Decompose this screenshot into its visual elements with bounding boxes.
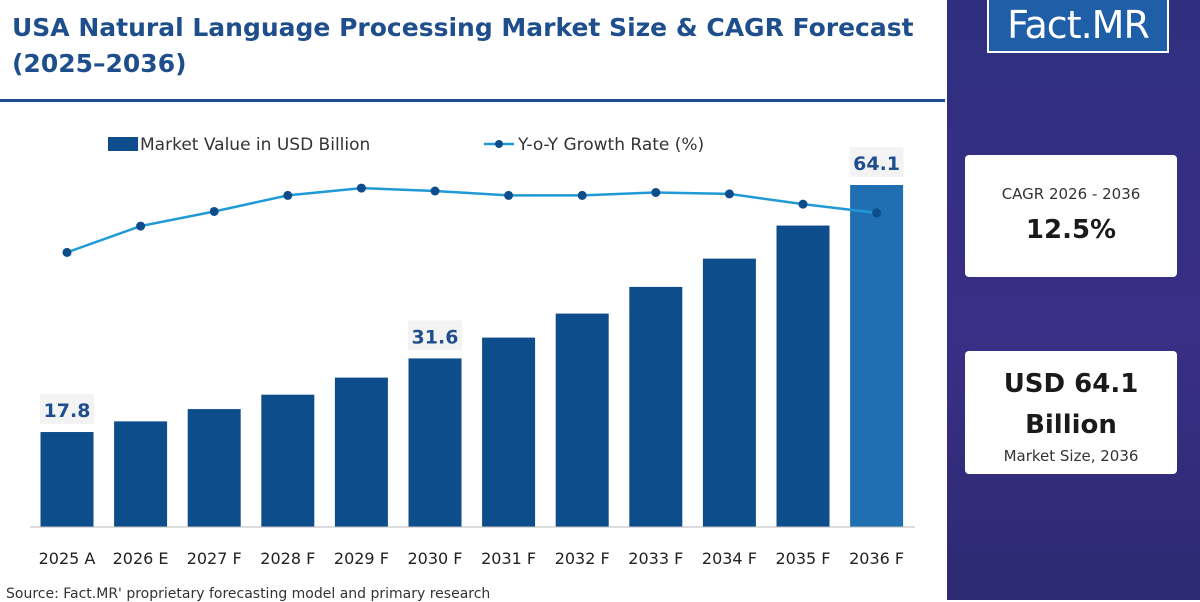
market-size-label: Market Size, 2036	[1003, 447, 1139, 465]
bar-2033-f	[629, 286, 683, 527]
data-label-background	[40, 394, 94, 425]
x-tick-label: 2035 F	[775, 549, 830, 568]
x-tick-label: 2034 F	[702, 549, 757, 568]
bar-2026-e	[114, 421, 168, 527]
market-size-value-line1: USD 64.1	[1003, 369, 1139, 399]
bar-2028-f	[261, 394, 315, 527]
growth-rate-point	[356, 183, 366, 193]
x-tick-label: 2025 A	[39, 549, 96, 568]
x-tick-label: 2036 F	[849, 549, 904, 568]
legend-line-marker	[495, 140, 503, 148]
x-tick-label: 2029 F	[334, 549, 389, 568]
data-label: 64.1	[853, 153, 900, 175]
x-tick-label: 2028 F	[260, 549, 315, 568]
legend-line-label: Y-o-Y Growth Rate (%)	[517, 135, 704, 155]
cagr-label: CAGR 2026 - 2036	[1001, 185, 1141, 203]
bar-2027-f	[187, 409, 241, 527]
brand-logo: Fact.MR	[987, 0, 1169, 53]
side-panel: Fact.MR CAGR 2026 - 2036 12.5% USD 64.1 …	[947, 0, 1200, 600]
growth-rate-point	[209, 206, 219, 216]
x-tick-label: 2032 F	[555, 549, 610, 568]
data-label-background	[408, 320, 462, 351]
x-tick-label: 2026 E	[113, 549, 169, 568]
x-tick-label: 2033 F	[628, 549, 683, 568]
bar-2034-f	[702, 258, 756, 527]
data-label: 31.6	[412, 326, 459, 348]
bar-2030-f	[408, 358, 462, 527]
growth-rate-point	[724, 189, 734, 199]
x-tick-label: 2027 F	[187, 549, 242, 568]
growth-rate-point	[283, 190, 293, 200]
bar-2035-f	[776, 225, 830, 527]
bar-2032-f	[555, 313, 609, 527]
bar-2025-a	[40, 432, 94, 527]
growth-rate-point	[798, 199, 808, 209]
cagr-card: CAGR 2026 - 2036 12.5%	[965, 155, 1177, 277]
x-tick-label: 2031 F	[481, 549, 536, 568]
x-tick-label: 2030 F	[407, 549, 462, 568]
cagr-value: 12.5%	[1025, 215, 1117, 245]
data-label: 17.8	[44, 400, 91, 422]
legend-bar-swatch	[108, 137, 138, 151]
growth-rate-point	[504, 190, 514, 200]
growth-rate-point	[430, 186, 440, 196]
bar-2029-f	[334, 377, 388, 527]
growth-rate-line	[66, 186, 877, 254]
growth-rate-point	[577, 190, 587, 200]
growth-rate-point	[872, 208, 882, 218]
market-size-card: USD 64.1 Billion Market Size, 2036	[965, 351, 1177, 474]
legend: Market Value in USD Billion Y-o-Y Growth…	[108, 135, 704, 155]
bar-2031-f	[482, 337, 536, 527]
source-note: Source: Fact.MR' proprietary forecasting…	[6, 586, 491, 602]
data-label-background	[849, 147, 904, 177]
growth-rate-point	[62, 247, 72, 257]
bar-2036-f	[850, 185, 904, 527]
market-size-value-line2: Billion	[1025, 410, 1117, 440]
growth-rate-point	[651, 187, 661, 197]
chart-area: Market Value in USD Billion Y-o-Y Growth…	[30, 135, 915, 568]
chart-title: USA Natural Language Processing Market S…	[12, 13, 914, 78]
title-divider	[0, 99, 945, 102]
legend-bar-label: Market Value in USD Billion	[140, 135, 370, 155]
growth-rate-point	[136, 221, 146, 231]
